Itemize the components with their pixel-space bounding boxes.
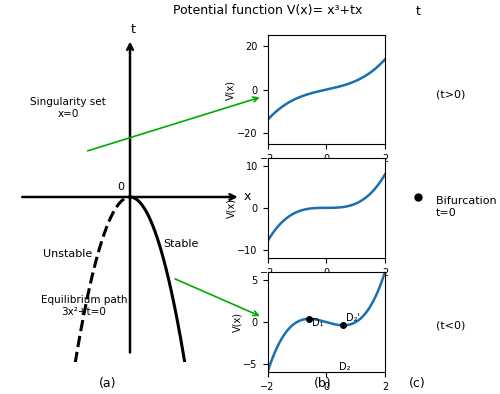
- Text: (b): (b): [314, 377, 332, 390]
- Text: 0: 0: [117, 182, 124, 192]
- Text: Singularity set
x=0: Singularity set x=0: [30, 97, 106, 119]
- Y-axis label: V(x): V(x): [232, 312, 242, 332]
- Text: D₁: D₁: [312, 318, 323, 327]
- Text: t: t: [130, 23, 135, 36]
- Y-axis label: V(x): V(x): [226, 198, 236, 218]
- Text: D₂: D₂: [339, 362, 350, 372]
- Text: (t<0): (t<0): [436, 320, 466, 330]
- Text: Equilibrium path
3x²+t=0: Equilibrium path 3x²+t=0: [41, 296, 127, 317]
- X-axis label: x: x: [324, 279, 329, 289]
- Text: (a): (a): [99, 377, 116, 390]
- Text: t: t: [416, 5, 420, 18]
- X-axis label: x: x: [324, 165, 329, 175]
- Text: D₂': D₂': [346, 313, 360, 323]
- Text: (t>0): (t>0): [436, 89, 466, 100]
- Text: Potential function V(x)= x³+tx: Potential function V(x)= x³+tx: [173, 4, 362, 17]
- Text: Stable: Stable: [164, 240, 199, 249]
- Text: (c): (c): [409, 377, 426, 390]
- Text: x: x: [243, 191, 250, 203]
- Text: Unstable: Unstable: [44, 249, 92, 259]
- Text: Bifurcation set
t=0: Bifurcation set t=0: [436, 196, 500, 217]
- Y-axis label: V(x): V(x): [226, 80, 236, 100]
